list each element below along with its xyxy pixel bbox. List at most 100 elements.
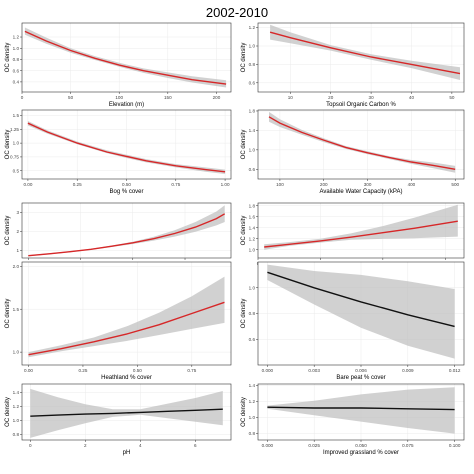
x-tick-label: 20: [328, 95, 334, 100]
panel-1: 0 50 100 150 200 0.4 0.6 0.8 1.0 1.2 Elevation (m)…: [5, 22, 232, 108]
x-tick-label: 0.25: [73, 182, 82, 187]
panel-border: [21, 261, 232, 366]
x-tick-label: 6: [194, 443, 197, 448]
x-tick-label: 4: [139, 443, 142, 448]
panel-border: [21, 383, 232, 441]
x-tick-label: 0.000: [262, 443, 274, 448]
y-axis-label: OC density: [5, 397, 11, 427]
y-tick-label: 1.2: [249, 399, 256, 404]
x-axis-label: Heathland % cover: [101, 375, 152, 381]
y-tick-label: 1.0: [249, 147, 256, 152]
x-tick-label: 40: [409, 95, 415, 100]
confidence-band: [28, 276, 225, 358]
panel-8: 0.000 0.003 0.006 0.009 0.012 0.6 0.8 1.0 Bare p…: [241, 261, 465, 381]
x-tick-label: 50: [68, 95, 74, 100]
y-tick-label: 2: [16, 229, 19, 234]
y-axis-label: OC density: [5, 216, 11, 246]
x-tick-label: 300: [364, 182, 372, 187]
fit-line: [269, 31, 461, 75]
x-tick-label: 0.003: [308, 368, 320, 373]
y-tick-label: 0.8: [13, 57, 20, 62]
y-axis-label: OC density: [241, 43, 247, 73]
x-tick-label: 0.050: [355, 443, 367, 448]
y-tick-label: 2.0: [13, 264, 20, 269]
y-tick-label: 0.4: [13, 80, 20, 85]
x-tick-label: 0.00: [23, 182, 32, 187]
y-tick-label: 1.0: [249, 285, 256, 290]
fit-line: [268, 116, 456, 170]
fit-line: [30, 408, 223, 417]
x-axis-label: Improved grassland % cover: [323, 450, 399, 456]
fit-line: [264, 220, 458, 248]
confidence-band: [27, 121, 226, 174]
x-tick-label: 0.00: [24, 368, 33, 373]
y-tick-label: 1.2: [13, 35, 20, 40]
x-tick-label: 0: [29, 443, 32, 448]
x-tick-label: 400: [408, 182, 416, 187]
y-tick-label: 1.0: [13, 46, 20, 51]
y-tick-label: 1.4: [249, 225, 256, 230]
y-tick-label: 3: [16, 210, 19, 215]
x-tick-label: 500: [451, 182, 459, 187]
y-tick-label: 1.2: [249, 236, 256, 241]
panel-7: 0.00 0.25 0.50 0.75 1.0 1.5 2.0 Heathland % cov…: [5, 261, 232, 381]
y-tick-label: 0.8: [249, 311, 256, 316]
x-tick-label: 200: [213, 95, 221, 100]
fit-line: [28, 301, 225, 356]
y-tick-label: 1.0: [13, 141, 20, 146]
y-tick-label: 0.6: [13, 68, 20, 73]
x-tick-label: 0.025: [308, 443, 320, 448]
y-tick-label: 1.0: [249, 44, 256, 49]
y-tick-label: 1.5: [13, 113, 20, 118]
x-axis-label: pH: [123, 450, 131, 456]
y-tick-label: 1.0: [249, 415, 256, 420]
x-tick-label: 10: [288, 95, 294, 100]
x-tick-label: 100: [276, 182, 284, 187]
x-tick-label: 100: [115, 95, 123, 100]
fit-line: [28, 213, 226, 257]
x-tick-label: 0.075: [402, 443, 414, 448]
y-tick-label: 0.6: [249, 337, 256, 342]
x-tick-label: 0.50: [133, 368, 142, 373]
y-tick-label: 1.0: [13, 418, 20, 423]
panel-border: [21, 202, 232, 259]
panel-9: 0 2 4 6 0.8 1.0 1.2 1.4 pH OC density: [5, 383, 232, 456]
y-axis-label: OC density: [241, 299, 247, 329]
y-tick-label: 1.25: [10, 127, 19, 132]
x-tick-label: 2: [84, 443, 87, 448]
panel-border: [257, 202, 465, 259]
x-tick-label: 50: [449, 95, 455, 100]
y-tick-label: 0.6: [249, 80, 256, 85]
panel-border: [21, 22, 232, 93]
y-tick-label: 1.2: [13, 404, 20, 409]
x-tick-label: 200: [320, 182, 328, 187]
y-tick-label: 1.0: [249, 247, 256, 252]
confidence-band: [270, 24, 460, 80]
panel-4: 100 200 300 400 500 0.6 1.0 1.4 1.8 Available Wat…: [241, 109, 465, 195]
x-tick-label: 0.012: [449, 368, 461, 373]
x-tick-label: 0.100: [449, 443, 461, 448]
x-axis-label: Topsoil Organic Carbon %: [326, 102, 396, 108]
fit-line: [267, 406, 455, 411]
y-tick-label: 1.4: [13, 390, 20, 395]
fit-line: [24, 30, 227, 85]
y-tick-label: 1.4: [249, 383, 256, 388]
y-tick-label: 0.8: [249, 62, 256, 67]
y-axis-label: OC density: [5, 130, 11, 160]
fit-line: [27, 122, 226, 173]
y-axis-label: OC density: [241, 130, 247, 160]
y-axis-label: OC density: [241, 397, 247, 427]
x-axis-label: Bog % cover: [109, 189, 143, 195]
panel-background: [258, 110, 464, 179]
y-tick-label: 1.5: [13, 307, 20, 312]
panel-10: 0.000 0.025 0.050 0.075 0.100 0.8 1.0 1.2 1.4 Imp…: [241, 383, 465, 456]
x-tick-label: 0: [21, 95, 24, 100]
y-axis-label: OC density: [5, 299, 11, 329]
x-tick-label: 0.009: [402, 368, 414, 373]
x-tick-label: 150: [164, 95, 172, 100]
y-tick-label: 0.8: [13, 432, 20, 437]
panel-border: [257, 109, 465, 180]
x-tick-label: 0.75: [187, 368, 196, 373]
